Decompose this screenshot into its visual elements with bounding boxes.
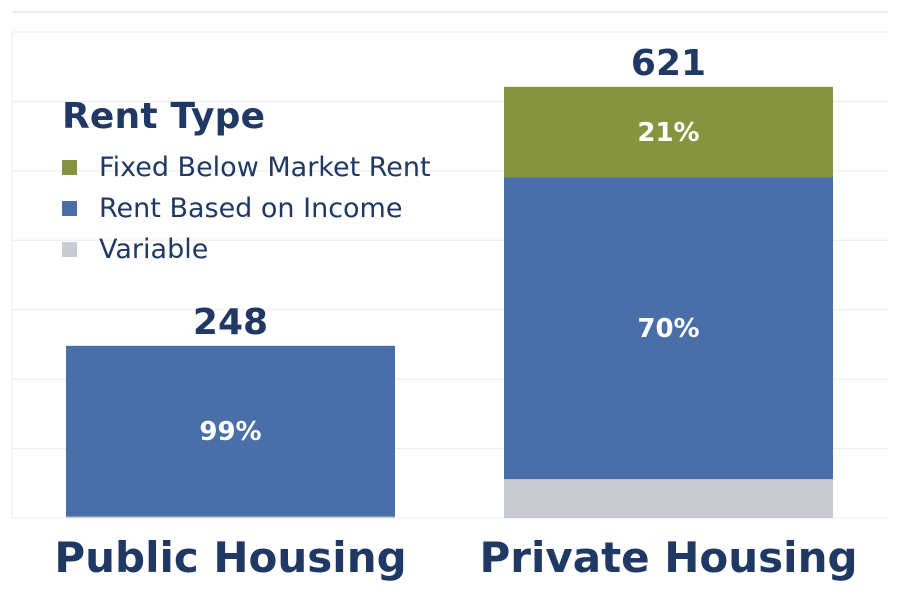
legend-swatch-rent-based-on-income	[62, 201, 77, 216]
legend-item-fixed-below-market-rent: Fixed Below Market Rent	[62, 147, 431, 188]
legend-swatch-fixed-below-market-rent	[62, 160, 77, 175]
data-labels: 99% 248 70% 21% 621	[193, 43, 706, 447]
legend-title: Rent Type	[62, 96, 266, 137]
bar-segment-fixed-below-market-rent-private-housing	[504, 86, 833, 178]
bar-segment-variable-public-housing	[66, 516, 395, 518]
legend: Rent Type Fixed Below Market Rent Rent B…	[62, 96, 431, 270]
category-label: Public Housing	[54, 533, 406, 582]
total-label: 621	[631, 43, 706, 84]
legend-label-fixed-below-market-rent: Fixed Below Market Rent	[99, 152, 431, 183]
bar-segment-rent-based-on-income-private-housing	[504, 177, 833, 480]
legend-label-variable: Variable	[99, 234, 209, 265]
legend-item-rent-based-on-income: Rent Based on Income	[62, 188, 431, 229]
category-label: Private Housing	[479, 533, 857, 582]
segment-label: 70%	[637, 314, 699, 344]
bars	[66, 86, 833, 518]
total-label: 248	[193, 302, 268, 343]
bar-segment-rent-based-on-income-public-housing	[66, 345, 395, 517]
category-axis: Public Housing Private Housing	[54, 533, 857, 582]
legend-swatch-variable	[62, 242, 77, 257]
legend-label-rent-based-on-income: Rent Based on Income	[99, 193, 403, 224]
bar-segment-variable-private-housing	[504, 479, 833, 518]
legend-item-variable: Variable	[62, 229, 431, 270]
segment-label: 99%	[199, 417, 261, 447]
segment-label: 21%	[637, 118, 699, 148]
